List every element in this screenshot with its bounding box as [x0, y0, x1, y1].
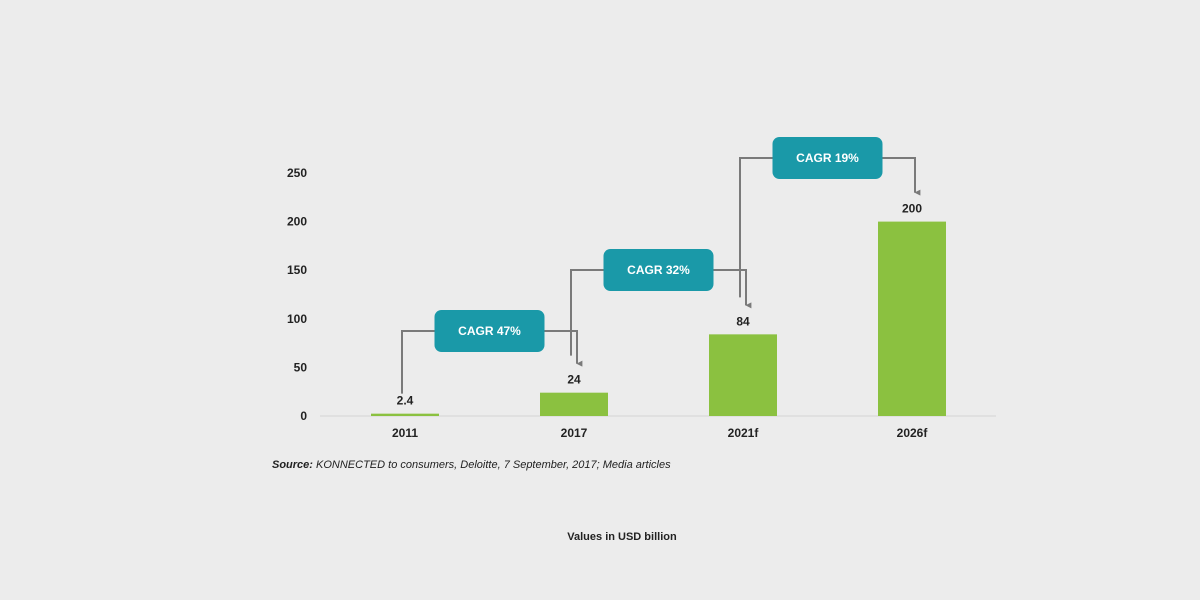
cagr-label: CAGR 19%	[796, 151, 859, 165]
data-label: 24	[567, 373, 581, 387]
data-label: 2.4	[397, 394, 414, 408]
y-tick-label: 200	[287, 215, 307, 229]
data-labels: 2.4 24 84 200	[397, 202, 923, 408]
y-tick-label: 250	[287, 166, 307, 180]
y-tick-label: 0	[300, 409, 307, 423]
x-tick-label: 2017	[561, 426, 588, 440]
y-tick-label: 100	[287, 312, 307, 326]
bars	[371, 221, 946, 416]
bar-2017	[540, 392, 608, 416]
cagr-box	[434, 310, 545, 352]
x-axis-labels: 2011 2017 2021f 2026f	[392, 426, 928, 440]
data-label: 84	[736, 314, 750, 328]
y-tick-label: 150	[287, 263, 307, 277]
cagr-label: CAGR 47%	[458, 324, 521, 338]
x-tick-label: 2011	[392, 426, 418, 440]
y-axis-ticks: 0 50 100 150 200 250	[287, 166, 307, 423]
x-tick-label: 2026f	[897, 426, 929, 440]
cagr-label: CAGR 32%	[627, 263, 690, 277]
source-prefix: Source:	[272, 459, 313, 471]
cagr-annotations: CAGR 47% CAGR 32% CAGR 19%	[434, 137, 883, 352]
units-note: Values in USD billion	[567, 531, 677, 543]
source-note: Source: KONNECTED to consumers, Deloitte…	[272, 459, 671, 471]
source-text: KONNECTED to consumers, Deloitte, 7 Sept…	[312, 459, 671, 471]
y-tick-label: 50	[294, 360, 308, 374]
cagr-box	[772, 137, 883, 179]
cagr-box	[603, 249, 714, 291]
data-label: 200	[902, 202, 922, 216]
bar-2021f	[709, 334, 777, 416]
bar-2026f	[878, 221, 946, 416]
x-tick-label: 2021f	[728, 426, 760, 440]
bar-2011	[371, 413, 439, 416]
